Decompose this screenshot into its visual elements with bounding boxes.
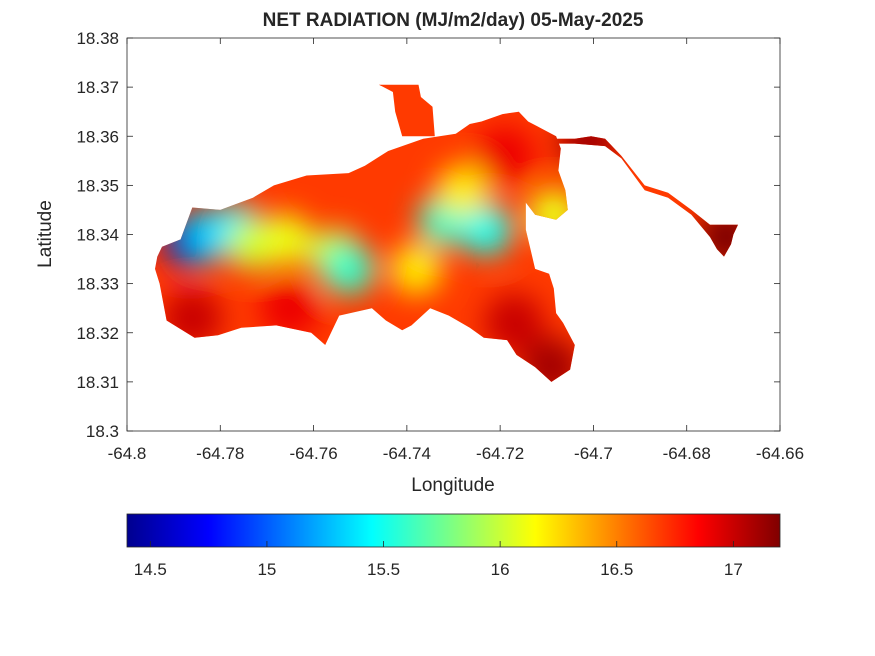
colorbar-tick-label: 16 xyxy=(491,560,510,579)
x-tick-label: -64.8 xyxy=(108,444,147,463)
chart-title: NET RADIATION (MJ/m2/day) 05-May-2025 xyxy=(263,10,644,31)
x-tick-label: -64.78 xyxy=(196,444,244,463)
x-tick-label: -64.68 xyxy=(663,444,711,463)
colorbar-ticks: 14.5 15 15.5 16 16.5 17 xyxy=(134,541,743,579)
x-tick-label: -64.7 xyxy=(574,444,613,463)
colorbar-tick-label: 15.5 xyxy=(367,560,400,579)
x-tick-label: -64.66 xyxy=(756,444,804,463)
colorbar-tick-label: 16.5 xyxy=(600,560,633,579)
y-tick-label: 18.32 xyxy=(76,324,119,343)
radiation-cell-4 xyxy=(259,213,312,266)
y-tick-label: 18.33 xyxy=(76,275,119,294)
radiation-cell-13 xyxy=(521,337,582,382)
colorbar-tick-label: 17 xyxy=(724,560,743,579)
radiation-cell-10 xyxy=(436,164,489,217)
colorbar-tick-label: 15 xyxy=(257,560,276,579)
y-tick-label: 18.35 xyxy=(76,176,119,195)
y-tick-label: 18.31 xyxy=(76,373,119,392)
x-tick-label: -64.76 xyxy=(289,444,337,463)
radiation-cell-9 xyxy=(460,203,513,256)
x-tick-label: -64.72 xyxy=(476,444,524,463)
y-tick-label: 18.3 xyxy=(86,422,119,441)
radiation-cell-6 xyxy=(322,242,375,295)
y-axis-ticks: 18.3 18.31 18.32 18.33 18.34 18.35 18.36 18.37 1… xyxy=(76,29,780,441)
colorbar-tick-label: 14.5 xyxy=(134,560,167,579)
y-tick-label: 18.36 xyxy=(76,127,119,146)
radiation-cell-7 xyxy=(390,242,443,295)
y-tick-label: 18.38 xyxy=(76,29,119,48)
x-tick-label: -64.74 xyxy=(383,444,431,463)
y-tick-label: 18.37 xyxy=(76,78,119,97)
x-axis-ticks: -64.8 -64.78 -64.76 -64.74 -64.72 -64.7 -64.68… xyxy=(108,38,804,463)
radiation-cell-12 xyxy=(484,292,545,353)
radiation-cell-11 xyxy=(474,125,535,186)
x-axis-label: Longitude xyxy=(411,475,494,496)
colorbar xyxy=(126,513,781,548)
y-tick-label: 18.34 xyxy=(76,226,119,245)
y-axis-label: Latitude xyxy=(35,200,56,268)
radiation-cell-15 xyxy=(260,278,321,339)
